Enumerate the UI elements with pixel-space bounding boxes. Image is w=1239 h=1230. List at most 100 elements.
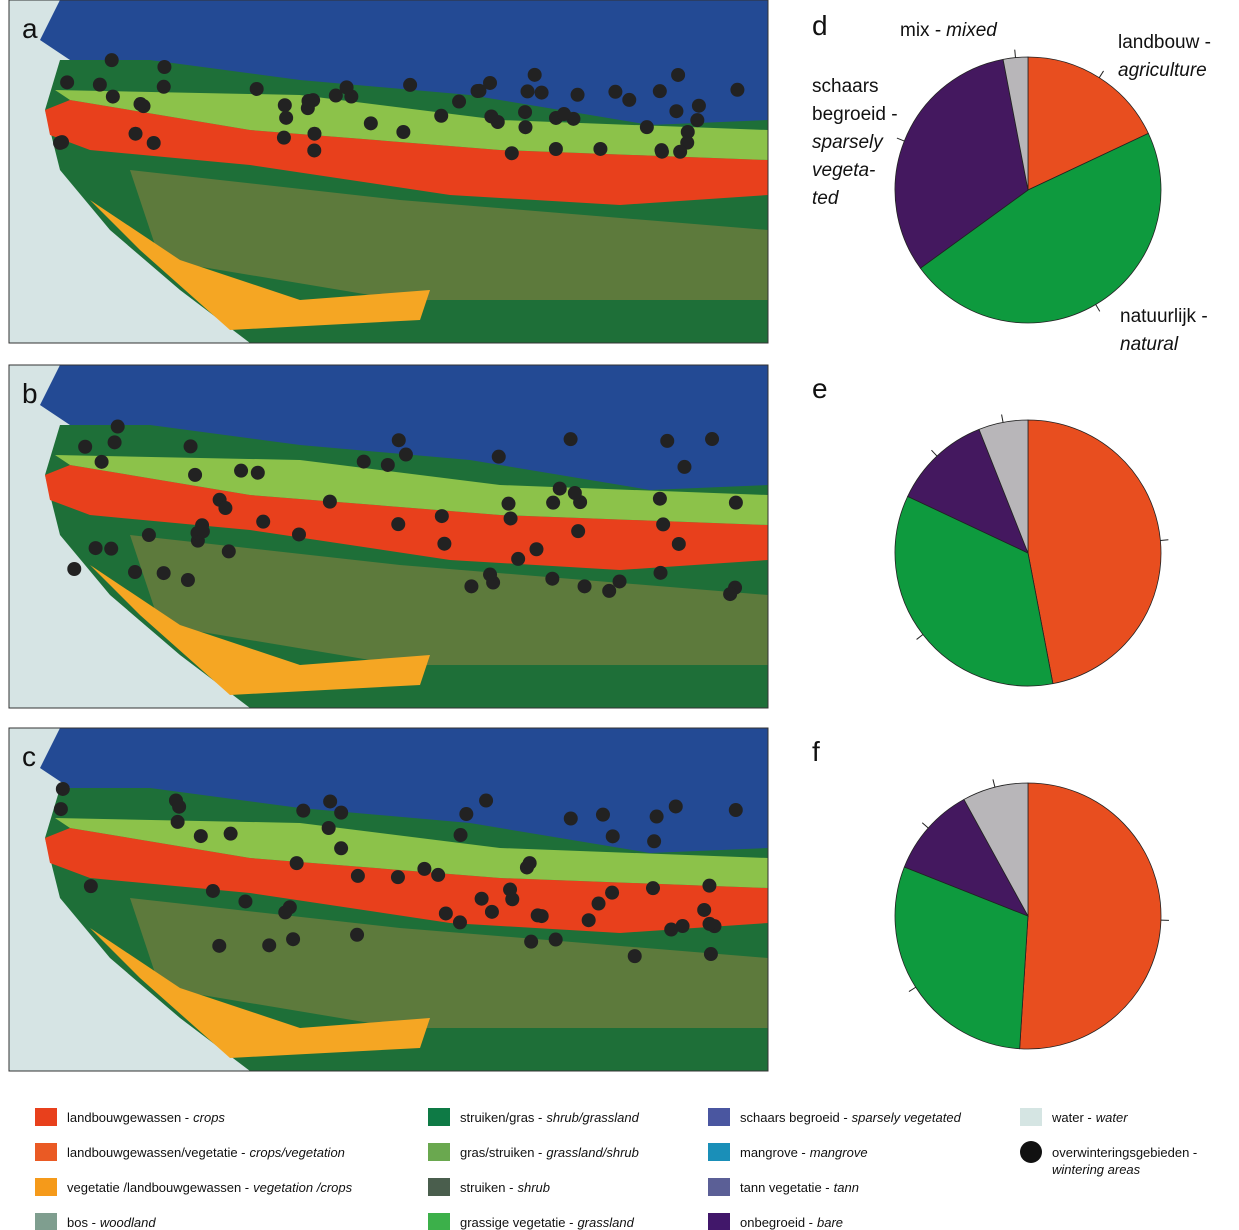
wintering-dot (391, 870, 405, 884)
legend-nl: struiken - (460, 1180, 513, 1195)
pie-tick (922, 823, 928, 828)
wintering-dot (483, 568, 497, 582)
wintering-dot (505, 146, 519, 160)
pie-tick (897, 138, 904, 141)
legend-swatch (35, 1143, 57, 1161)
legend-label: struiken - shrub (460, 1180, 550, 1195)
wintering-dot (84, 879, 98, 893)
figure: abcdlandbouw -agriculturenatuurlijk -nat… (0, 0, 1239, 1230)
wintering-dot (171, 815, 185, 829)
wintering-dot (262, 938, 276, 952)
legend-en: grassland (577, 1215, 634, 1230)
wintering-dot (251, 466, 265, 480)
wintering-dot (681, 125, 695, 139)
pie-label-en: natural (1120, 334, 1179, 355)
wintering-dot (511, 552, 525, 566)
panel-letter: a (22, 13, 38, 44)
map: b (9, 365, 768, 708)
legend-nl: vegetatie /landbouwgewassen - (67, 1180, 249, 1195)
legend-en: woodland (100, 1215, 156, 1230)
legend-label: tann vegetatie -tann (740, 1180, 859, 1195)
wintering-dot (322, 821, 336, 835)
wintering-dot (664, 923, 678, 937)
wintering-dot (381, 458, 395, 472)
wintering-dot (673, 145, 687, 159)
legend-en: shrub (517, 1180, 550, 1195)
pie-tick (1099, 71, 1103, 78)
wintering-dot (435, 509, 449, 523)
wintering-dot (502, 497, 516, 511)
pie-label-nl: landbouw - (1118, 32, 1211, 53)
wintering-dot (206, 884, 220, 898)
wintering-dot (518, 120, 532, 134)
legend-label: struiken/gras -shrub/grassland (460, 1110, 640, 1125)
legend-label: water -water (1051, 1110, 1128, 1125)
wintering-dot (104, 542, 118, 556)
legend-nl: onbegroeid - (740, 1215, 813, 1230)
wintering-dot (157, 60, 171, 74)
wintering-dot (697, 903, 711, 917)
wintering-dot (142, 528, 156, 542)
pie-label-en: mixed (946, 20, 998, 41)
map: c (9, 728, 768, 1071)
legend-label: schaars begroeid -sparsely vegetated (740, 1110, 962, 1125)
wintering-dot (106, 90, 120, 104)
wintering-dot (329, 89, 343, 103)
wintering-dot (128, 565, 142, 579)
wintering-dot (67, 562, 81, 576)
wintering-dot (492, 450, 506, 464)
legend-nl: tann vegetatie - (740, 1180, 830, 1195)
wintering-dot (95, 455, 109, 469)
wintering-dot (606, 829, 620, 843)
pie-label: mix -mixed (900, 20, 998, 41)
wintering-dot (505, 892, 519, 906)
legend-label: landbouwgewassen/vegetatie -crops/vegeta… (67, 1145, 345, 1160)
wintering-dot (417, 862, 431, 876)
wintering-dot (655, 145, 669, 159)
wintering-dot (677, 460, 691, 474)
wintering-dot (660, 434, 674, 448)
wintering-dot (351, 869, 365, 883)
wintering-dot (729, 496, 743, 510)
wintering-dot (334, 806, 348, 820)
legend-en: vegetation /crops (253, 1180, 353, 1195)
wintering-dot (157, 566, 171, 580)
wintering-dot (396, 125, 410, 139)
wintering-dot (605, 886, 619, 900)
legend-swatch (35, 1213, 57, 1230)
map: a (9, 0, 768, 343)
wintering-dot (111, 420, 125, 434)
wintering-dot (172, 800, 186, 814)
wintering-dot (278, 98, 292, 112)
wintering-dot (256, 515, 270, 529)
wintering-dot (571, 88, 585, 102)
wintering-dot (292, 527, 306, 541)
wintering-dot (290, 856, 304, 870)
wintering-dot (54, 802, 68, 816)
wintering-dot (181, 573, 195, 587)
wintering-dot (224, 827, 238, 841)
wintering-dot (472, 84, 486, 98)
wintering-dot (454, 828, 468, 842)
pie-tick (1160, 540, 1168, 541)
wintering-dot (334, 841, 348, 855)
wintering-dot (323, 794, 337, 808)
legend-label: overwinteringsgebieden -wintering areas (1052, 1145, 1197, 1177)
wintering-dot (392, 433, 406, 447)
legend-nl: overwinteringsgebieden - (1052, 1145, 1197, 1160)
wintering-dot (549, 933, 563, 947)
wintering-dot (485, 905, 499, 919)
pie-slice (1020, 783, 1161, 1049)
wintering-dot (234, 464, 248, 478)
pie-label-en: vegeta- (812, 160, 875, 181)
wintering-dot (218, 501, 232, 515)
wintering-dot (622, 93, 636, 107)
wintering-dot (78, 440, 92, 454)
legend-swatch (35, 1178, 57, 1196)
wintering-dot (529, 542, 543, 556)
pie-tick (1096, 304, 1100, 311)
wintering-dot (582, 913, 596, 927)
pie-tick (1015, 50, 1016, 58)
wintering-dot (647, 834, 661, 848)
wintering-dot (222, 544, 236, 558)
